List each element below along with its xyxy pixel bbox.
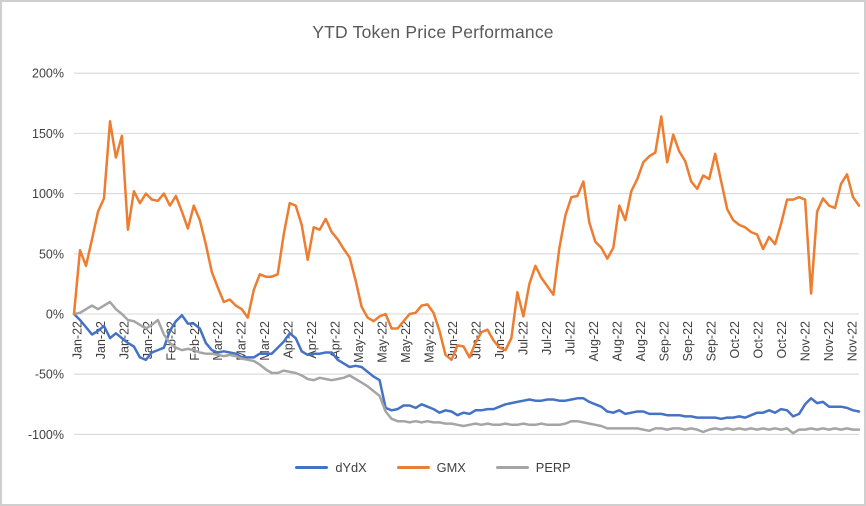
legend-label-gmx: GMX [436, 460, 466, 475]
y-tick-label: 50% [39, 247, 64, 261]
y-tick-label: 100% [32, 187, 64, 201]
x-tick-label: Oct-22 [728, 321, 742, 359]
x-tick-label: Sep-22 [681, 321, 695, 361]
x-tick-label: Mar-22 [235, 321, 249, 361]
y-tick-label: -100% [28, 428, 64, 442]
legend-item-dydx: dYdX [295, 460, 367, 475]
y-tick-label: 150% [32, 127, 64, 141]
x-tick-label: Oct-22 [752, 321, 766, 359]
y-tick-label: 0% [46, 308, 64, 322]
x-tick-label: Oct-22 [775, 321, 789, 359]
x-tick-label: Nov-22 [822, 321, 836, 361]
x-tick-label: May-22 [399, 321, 413, 363]
x-tick-label: Apr-22 [282, 321, 296, 359]
x-tick-label: Aug-22 [634, 321, 648, 361]
x-tick-label: Aug-22 [587, 321, 601, 361]
series-line-gmx [72, 115, 861, 362]
legend: dYdX GMX PERP [2, 460, 864, 475]
x-tick-label: Jul-22 [564, 321, 578, 355]
chart-title: YTD Token Price Performance [312, 22, 554, 42]
y-tick-label: -50% [35, 368, 64, 382]
dydx-line-swatch-icon [295, 465, 329, 470]
x-tick-label: Apr-22 [305, 321, 319, 359]
x-tick-label: Jul-22 [517, 321, 531, 355]
x-tick-label: Sep-22 [658, 321, 672, 361]
x-tick-label: May-22 [423, 321, 437, 363]
x-tick-label: Sep-22 [705, 321, 719, 361]
legend-label-perp: PERP [535, 460, 571, 475]
x-tick-label: Jan-22 [70, 321, 84, 359]
x-tick-label: Nov-22 [798, 321, 812, 361]
legend-item-gmx: GMX [396, 460, 466, 475]
legend-item-perp: PERP [495, 460, 571, 475]
x-tick-label: Feb-22 [164, 321, 178, 361]
x-tick-label: Aug-22 [611, 321, 625, 361]
y-tick-label: 200% [32, 67, 64, 81]
perp-line-swatch-icon [495, 465, 529, 470]
legend-label-dydx: dYdX [335, 460, 367, 475]
x-tick-label: Jan-22 [141, 321, 155, 359]
x-tick-label: Nov-22 [845, 321, 859, 361]
x-tick-label: Mar-22 [258, 321, 272, 361]
gmx-line-swatch-icon [396, 465, 430, 470]
x-tick-label: May-22 [352, 321, 366, 363]
series-line-dydx [72, 312, 861, 421]
x-tick-label: May-22 [376, 321, 390, 363]
x-tick-label: Jul-22 [540, 321, 554, 355]
x-tick-label: Jun-22 [493, 321, 507, 359]
x-tick-label: Apr-22 [329, 321, 343, 359]
series-line-perp [72, 300, 861, 435]
